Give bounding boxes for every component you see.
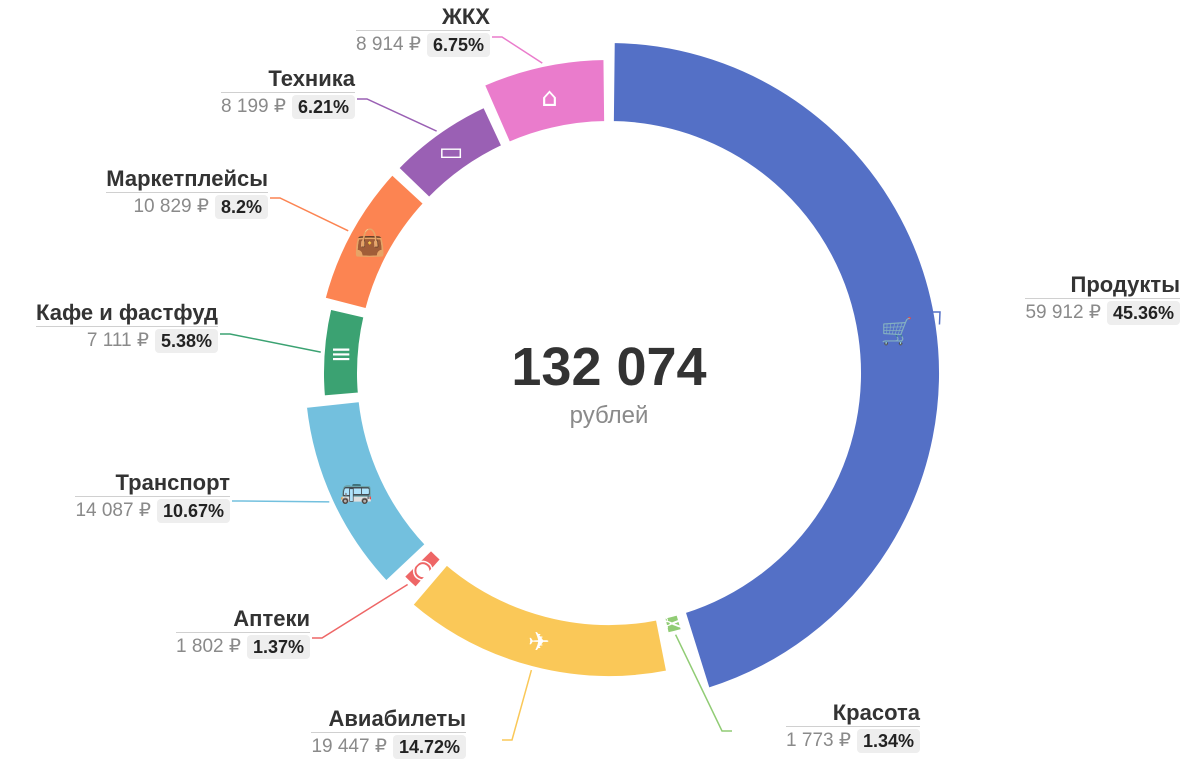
leader-line-group <box>220 36 941 741</box>
slice-amount: 19 447 ₽ <box>311 736 387 757</box>
leader-line-1 <box>930 311 941 325</box>
slice-value-row: 8 914 ₽6.75% <box>356 30 490 57</box>
slice-percent: 5.38% <box>154 329 218 353</box>
slice-value-row: 14 087 ₽10.67% <box>75 496 230 523</box>
slice-8[interactable] <box>394 103 506 202</box>
slice-label-5: Транспорт 14 087 ₽10.67% <box>75 470 230 523</box>
slice-label-6: Кафе и фастфуд 7 111 ₽5.38% <box>36 300 218 353</box>
slice-label-7: Маркетплейсы 10 829 ₽8.2% <box>106 166 268 219</box>
slice-name: Аптеки <box>233 606 310 631</box>
slice-name: Маркетплейсы <box>106 166 268 191</box>
slice-percent: 1.37% <box>246 635 310 659</box>
slice-label-1: Продукты 59 912 ₽45.36% <box>1025 272 1180 325</box>
slice-label-2: Красота 1 773 ₽1.34% <box>786 700 920 753</box>
slice-value-row: 59 912 ₽45.36% <box>1025 298 1180 325</box>
slice-name: Продукты <box>1070 272 1180 297</box>
slice-name: Транспорт <box>115 470 230 495</box>
slice-amount: 10 829 ₽ <box>133 196 209 217</box>
leader-line-4 <box>312 583 409 639</box>
leader-line-6 <box>220 333 321 353</box>
slice-9[interactable] <box>480 56 609 146</box>
slice-4[interactable] <box>400 546 445 592</box>
slice-amount: 7 111 ₽ <box>86 330 149 351</box>
slice-name: ЖКХ <box>442 4 490 29</box>
slice-percent: 10.67% <box>156 499 230 523</box>
slice-percent: 45.36% <box>1106 301 1180 325</box>
total-unit: рублей <box>569 402 649 429</box>
plane-icon: ✈ <box>528 627 550 657</box>
slice-percent: 1.34% <box>856 729 920 753</box>
slice-name: Кафе и фастфуд <box>36 300 218 325</box>
slice-label-8: Техника 8 199 ₽6.21% <box>221 66 355 119</box>
slice-value-row: 7 111 ₽5.38% <box>36 326 218 353</box>
laptop-icon: ▭ <box>439 137 464 167</box>
slice-label-4: Аптеки 1 802 ₽1.37% <box>176 606 310 659</box>
slice-5[interactable] <box>302 397 430 585</box>
slice-label-3: Авиабилеты 19 447 ₽14.72% <box>311 706 466 759</box>
icon-group: 🛒 ✂ ✈ ◉ 🚌 ≡ 👜 ▭ ⌂ <box>330 83 913 658</box>
slice-amount: 59 912 ₽ <box>1025 302 1101 323</box>
slice-2[interactable] <box>661 611 686 637</box>
bus-icon: 🚌 <box>340 475 372 505</box>
leader-line-8 <box>357 98 437 132</box>
slice-value-row: 1 773 ₽1.34% <box>786 726 920 753</box>
slice-percent: 6.75% <box>426 33 490 57</box>
slice-amount: 1 802 ₽ <box>176 636 241 657</box>
slice-value-row: 10 829 ₽8.2% <box>106 192 268 219</box>
slice-6[interactable] <box>320 305 368 400</box>
slice-name: Авиабилеты <box>328 706 466 731</box>
home-icon: ⌂ <box>541 83 558 113</box>
shopping-bag-icon: 👜 <box>354 228 386 259</box>
slice-amount: 14 087 ₽ <box>75 500 151 521</box>
pills-icon: ◉ <box>411 555 434 585</box>
slice-percent: 8.2% <box>214 195 268 219</box>
leader-line-3 <box>502 669 533 741</box>
slice-1[interactable] <box>609 39 943 692</box>
leader-line-7 <box>270 197 349 232</box>
total-value: 132 074 <box>511 337 707 397</box>
cart-icon: 🛒 <box>881 316 913 347</box>
scissors-icon: ✂ <box>662 610 684 640</box>
slice-7[interactable] <box>321 170 428 313</box>
leader-line-2 <box>674 634 732 732</box>
burger-icon: ≡ <box>330 340 352 370</box>
slice-name: Техника <box>268 66 355 91</box>
slice-value-row: 19 447 ₽14.72% <box>311 732 466 759</box>
slice-percent: 6.21% <box>291 95 355 119</box>
slice-value-row: 8 199 ₽6.21% <box>221 92 355 119</box>
slice-amount: 8 199 ₽ <box>221 96 286 117</box>
leader-line-5 <box>232 500 330 503</box>
slice-percent: 14.72% <box>392 735 466 759</box>
slice-amount: 1 773 ₽ <box>786 730 851 751</box>
leader-line-9 <box>492 36 543 64</box>
slice-group <box>302 39 943 692</box>
slice-value-row: 1 802 ₽1.37% <box>176 632 310 659</box>
slice-3[interactable] <box>408 561 671 680</box>
slice-amount: 8 914 ₽ <box>356 34 421 55</box>
slice-name: Красота <box>832 700 920 725</box>
slice-label-9: ЖКХ 8 914 ₽6.75% <box>356 4 490 57</box>
